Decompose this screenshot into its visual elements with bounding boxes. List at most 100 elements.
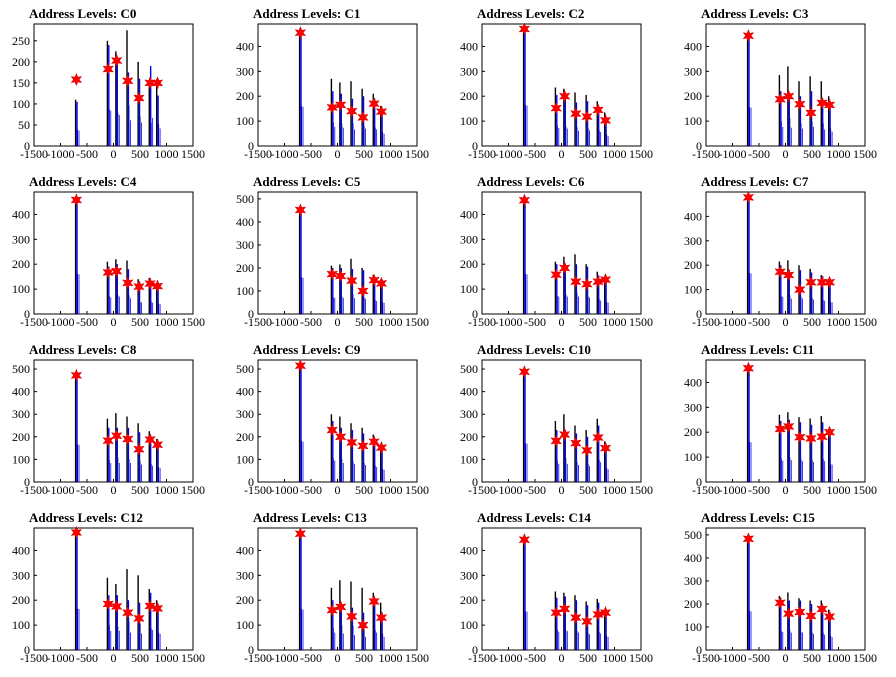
chart-panel-5: Address Levels: C5 0 100 200 300 400 500 -1500-… [224,168,448,336]
x-tick-label: 0 [559,315,565,329]
x-tick-label: 0 [783,315,789,329]
x-tick-label: 0 [559,483,565,497]
peak-star-marker [518,533,531,547]
x-tick-label: 0 [335,651,341,665]
x-tick-label: -1000 [47,147,75,161]
y-tick-label: 200 [684,89,702,103]
x-tick-label: -500 [76,315,98,329]
series-1 [748,36,833,146]
y-tick-label: 200 [236,593,254,607]
y-tick-label: 300 [684,400,702,414]
peak-star-marker [823,275,836,289]
x-tick-label: -1000 [719,147,747,161]
x-tick-label: -500 [76,651,98,665]
y-tick-label: 200 [12,430,30,444]
y-tick-label: 0 [24,307,30,321]
peak-star-marker [570,274,582,289]
peak-star-marker [144,276,156,291]
chart-title: Address Levels: C6 [477,174,585,189]
x-tick-label: -1500 [244,651,272,665]
x-tick-label: 1500 [853,483,877,497]
chart-title: Address Levels: C13 [253,510,367,525]
chart-title: Address Levels: C1 [253,6,360,21]
x-tick-label: 1500 [405,315,429,329]
y-tick-label: 200 [460,430,478,444]
y-tick-label: 300 [236,407,254,421]
y-tick-label: 200 [12,593,30,607]
series-2 [742,532,836,624]
x-tick-label: 1000 [155,315,179,329]
peak-star-marker [742,29,755,43]
peak-star-marker [599,441,612,455]
x-tick-label: 500 [803,651,821,665]
x-tick-label: 500 [579,147,597,161]
chart-panel-2: Address Levels: C2 0 100 200 300 400 -1500 -100… [448,0,672,168]
y-tick-label: 300 [12,407,30,421]
x-tick-label: -500 [76,483,98,497]
peak-star-marker [599,113,612,128]
y-tick-label: 300 [460,232,478,246]
y-tick-label: 50 [18,118,30,132]
peak-star-marker [110,429,123,443]
x-tick-label: 0 [335,315,341,329]
peak-star-marker [151,601,164,616]
peak-star-marker [102,62,114,76]
peak-star-marker [334,600,347,614]
x-tick-label: -1500 [20,651,48,665]
peak-star-marker [375,440,388,455]
x-tick-label: 1000 [155,147,179,161]
y-tick-label: 0 [696,475,702,489]
series-2 [70,53,164,105]
x-tick-label: -1500 [244,147,272,161]
y-tick-label: 200 [12,55,30,69]
y-tick-label: 400 [236,39,254,53]
peak-star-marker [558,427,571,442]
peak-star-marker [581,614,593,629]
x-tick-label: 0 [111,483,117,497]
peak-star-marker [294,358,307,373]
chart-panel-10: Address Levels: C10 0 100 200 300 400 500 -1500… [448,336,672,504]
peak-star-marker [133,442,145,456]
peak-star-marker [346,104,358,118]
y-tick-label: 400 [236,215,254,229]
chart-svg-3: Address Levels: C3 0 100 200 300 400 -1500-100… [684,6,877,161]
y-tick-label: 300 [460,64,478,78]
chart-title: Address Levels: C11 [701,342,814,357]
y-tick-label: 400 [236,543,254,557]
peak-star-marker [570,106,582,121]
x-tick-label: -500 [300,651,322,665]
y-tick-label: 0 [248,139,254,153]
x-tick-label: 1000 [379,651,403,665]
peak-star-marker [794,97,806,111]
peak-star-marker [375,610,388,625]
peak-star-marker [122,74,134,88]
y-tick-label: 100 [460,452,478,466]
series-2 [294,527,388,632]
y-tick-label: 100 [12,97,30,111]
chart-title: Address Levels: C7 [701,174,809,189]
x-tick-label: 1500 [853,315,877,329]
peak-star-marker [70,368,83,383]
x-tick-label: 1000 [603,315,627,329]
x-tick-label: -1500 [468,483,496,497]
y-tick-label: 400 [12,207,30,221]
y-tick-label: 500 [684,528,702,542]
plot-frame [257,23,418,147]
peak-star-marker [816,275,828,289]
peak-star-marker [133,91,145,105]
y-tick-label: 300 [684,574,702,588]
y-tick-label: 100 [12,282,30,296]
plot-frame [33,359,194,483]
chart-title: Address Levels: C0 [29,6,136,21]
peak-star-marker [794,605,806,619]
peak-star-marker [110,599,123,614]
y-tick-label: 0 [472,643,478,657]
chart-panel-8: Address Levels: C8 0 100 200 300 400 500 -1500-… [0,336,224,504]
peak-star-marker [346,273,358,288]
peak-star-marker [599,272,612,287]
plot-frame [481,359,642,483]
peak-star-marker [102,433,114,448]
y-tick-label: 200 [460,593,478,607]
y-tick-label: 100 [460,618,478,632]
y-tick-label: 0 [24,475,30,489]
